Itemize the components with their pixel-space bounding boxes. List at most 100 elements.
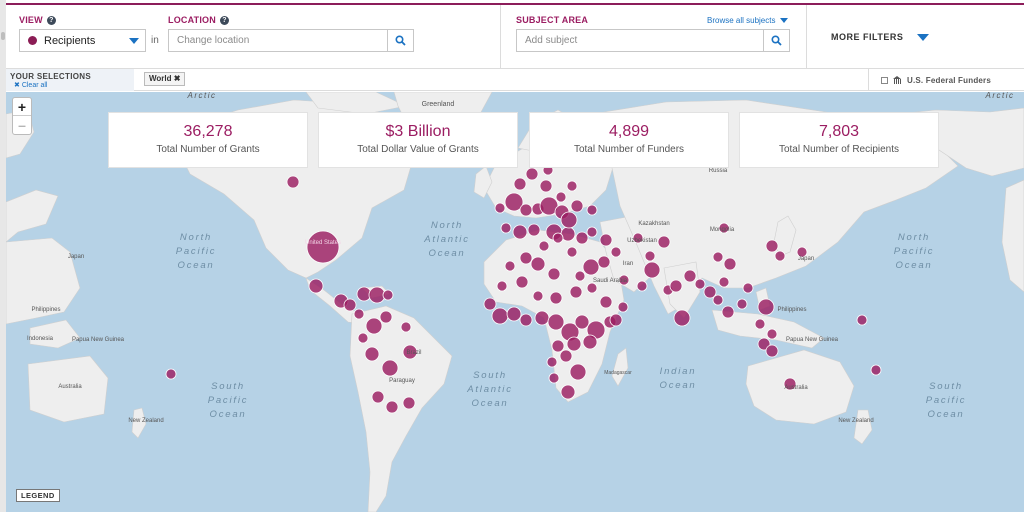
browse-subjects-link[interactable]: Browse all subjects: [707, 16, 789, 25]
grant-marker[interactable]: [525, 167, 539, 181]
grant-marker[interactable]: [551, 339, 565, 353]
grant-marker[interactable]: [385, 400, 399, 414]
grant-marker[interactable]: [165, 368, 177, 380]
grant-marker[interactable]: [566, 336, 582, 352]
help-icon[interactable]: ?: [219, 15, 229, 25]
grant-marker[interactable]: [286, 175, 300, 189]
grant-marker[interactable]: [548, 372, 560, 384]
remove-chip-icon[interactable]: ✖: [173, 74, 181, 83]
grant-marker[interactable]: [532, 290, 544, 302]
view-select[interactable]: Recipients: [19, 29, 146, 52]
grant-marker[interactable]: [575, 231, 589, 245]
grant-marker[interactable]: [721, 305, 735, 319]
grant-marker[interactable]: [555, 191, 567, 203]
grant-marker[interactable]: [364, 346, 380, 362]
grant-marker[interactable]: [400, 321, 412, 333]
grant-marker[interactable]: [500, 222, 512, 234]
grant-marker[interactable]: [496, 280, 508, 292]
grant-marker[interactable]: [519, 313, 533, 327]
grant-marker[interactable]: [560, 211, 578, 229]
grant-marker[interactable]: [718, 276, 730, 288]
subject-search-field[interactable]: Add subject: [516, 29, 790, 52]
grant-marker[interactable]: [402, 344, 418, 360]
grant-marker[interactable]: [586, 226, 598, 238]
federal-funders-checkbox[interactable]: [881, 76, 888, 84]
grant-marker[interactable]: [582, 334, 598, 350]
grant-marker[interactable]: [718, 222, 730, 234]
grant-marker[interactable]: [569, 285, 583, 299]
grant-marker[interactable]: [765, 344, 779, 358]
clear-all-link[interactable]: ✖ Clear all: [14, 81, 48, 89]
grant-marker[interactable]: [560, 384, 576, 400]
grant-marker[interactable]: [552, 232, 564, 244]
grant-marker[interactable]: [586, 282, 598, 294]
grant-marker[interactable]: [757, 298, 775, 316]
grant-marker[interactable]: [379, 310, 393, 324]
grant-marker[interactable]: [566, 180, 578, 192]
grant-marker[interactable]: [547, 313, 565, 331]
grant-marker[interactable]: [757, 337, 771, 351]
grant-marker[interactable]: [519, 203, 533, 217]
grant-marker[interactable]: [546, 356, 558, 368]
grant-marker[interactable]: [643, 261, 661, 279]
grant-marker[interactable]: [353, 308, 365, 320]
grant-marker[interactable]: [513, 177, 527, 191]
grant-marker[interactable]: [527, 223, 541, 237]
grant-marker[interactable]: [365, 317, 383, 335]
grant-marker[interactable]: [538, 240, 550, 252]
grant-marker[interactable]: [530, 256, 546, 272]
grant-marker[interactable]: [618, 274, 630, 286]
location-search-field[interactable]: Change location: [168, 29, 414, 52]
grant-marker[interactable]: [669, 279, 683, 293]
grant-marker[interactable]: [574, 270, 586, 282]
grant-marker[interactable]: [644, 250, 656, 262]
grant-marker[interactable]: [796, 246, 808, 258]
grant-marker[interactable]: [712, 251, 724, 263]
grant-marker[interactable]: [736, 298, 748, 310]
grant-marker[interactable]: [381, 359, 399, 377]
subject-search-button[interactable]: [763, 30, 789, 51]
grant-marker[interactable]: [783, 377, 797, 391]
grant-marker[interactable]: [599, 295, 613, 309]
grant-marker[interactable]: [569, 363, 587, 381]
grant-marker[interactable]: [636, 280, 648, 292]
grant-marker[interactable]: [357, 332, 369, 344]
grant-marker[interactable]: [657, 235, 671, 249]
grant-marker[interactable]: [742, 282, 754, 294]
grant-marker[interactable]: [512, 224, 528, 240]
grant-marker[interactable]: [586, 204, 598, 216]
grant-marker[interactable]: [774, 250, 786, 262]
grant-marker[interactable]: [570, 199, 584, 213]
grant-marker[interactable]: [694, 278, 706, 290]
grant-marker[interactable]: [574, 314, 590, 330]
zoom-in-button[interactable]: +: [13, 98, 31, 116]
location-search-button[interactable]: [387, 30, 413, 51]
grant-marker[interactable]: [547, 267, 561, 281]
grant-marker[interactable]: [597, 255, 611, 269]
grant-marker[interactable]: [371, 390, 385, 404]
grant-marker[interactable]: [306, 230, 340, 264]
grant-marker[interactable]: [754, 318, 766, 330]
grant-marker[interactable]: [504, 192, 524, 212]
grant-marker[interactable]: [870, 364, 882, 376]
grant-marker[interactable]: [519, 251, 533, 265]
grant-marker[interactable]: [539, 179, 553, 193]
grant-marker[interactable]: [491, 307, 509, 325]
grant-marker[interactable]: [723, 257, 737, 271]
help-icon[interactable]: ?: [46, 15, 56, 25]
more-filters-button[interactable]: MORE FILTERS: [831, 32, 930, 42]
location-input[interactable]: Change location: [177, 35, 250, 46]
grant-marker[interactable]: [402, 396, 416, 410]
zoom-out-button[interactable]: –: [18, 117, 26, 133]
grant-marker[interactable]: [712, 294, 724, 306]
grant-marker[interactable]: [559, 349, 573, 363]
grant-marker[interactable]: [683, 269, 697, 283]
grant-marker[interactable]: [609, 313, 623, 327]
grant-marker[interactable]: [494, 202, 506, 214]
grant-marker[interactable]: [382, 289, 394, 301]
subject-input[interactable]: Add subject: [525, 35, 578, 46]
grant-marker[interactable]: [673, 309, 691, 327]
selection-chip[interactable]: World ✖: [144, 72, 186, 86]
grant-marker[interactable]: [483, 297, 497, 311]
grant-marker[interactable]: [549, 291, 563, 305]
